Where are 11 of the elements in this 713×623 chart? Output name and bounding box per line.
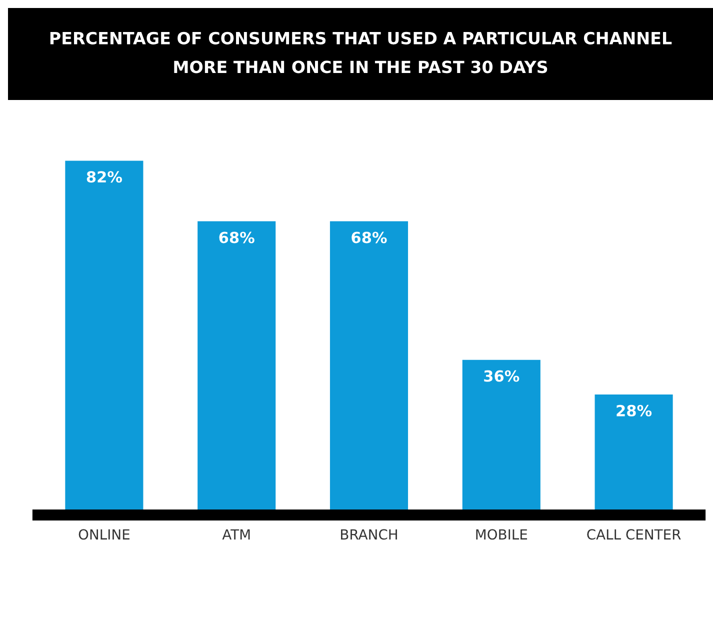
data-label: 68% [219, 232, 254, 244]
x-tick-label: MOBILE [476, 529, 528, 540]
data-label: 68% [352, 232, 387, 244]
chart-title: PERCENTAGE OF CONSUMERS THAT USED A PARTICULAR CHANNEL MORE THAN ONCE IN THE PAST 30 DAYS [50, 32, 672, 74]
x-tick-label: CALL CENTER [587, 529, 681, 540]
x-tick-label: ATM [222, 529, 250, 540]
x-tick-label: BRANCH [341, 529, 397, 540]
data-label: 28% [616, 404, 652, 416]
data-label: 36% [484, 370, 520, 382]
x-tick-label: ONLINE [78, 529, 130, 540]
data-label: 82% [86, 171, 122, 183]
